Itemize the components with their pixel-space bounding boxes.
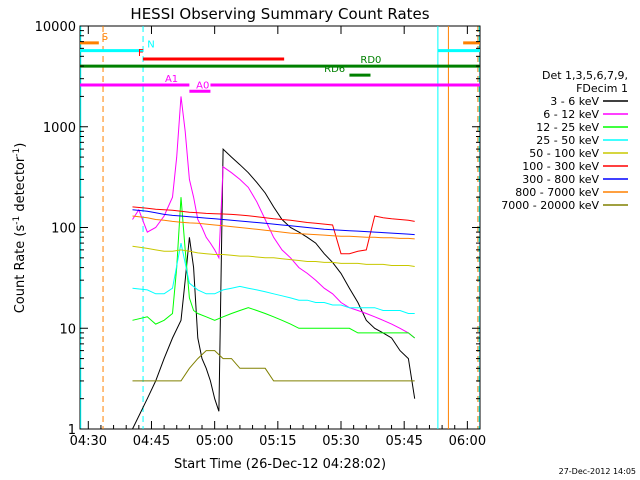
flag-label-5: RD0 [360, 55, 381, 66]
y-tick-label-1: 10 [59, 322, 76, 337]
y-tick-label-0: 1 [68, 423, 76, 438]
chart-title: HESSI Observing Summary Count Rates [130, 5, 429, 23]
series-line-5 [132, 206, 415, 255]
legend-label-5: 100 - 300 keV [522, 160, 599, 173]
data-series [132, 96, 416, 430]
flag-label-8: A1 [165, 74, 178, 85]
x-tick-label-6: 06:00 [449, 434, 486, 449]
y-axis-ticks: 1 10 100 1000 10000 [35, 20, 480, 438]
series-line-7 [132, 215, 415, 240]
plot-frame [79, 25, 481, 430]
flag-label-2: N [147, 40, 154, 51]
y-tick-label-3: 1000 [43, 121, 76, 136]
x-tick-label-2: 05:00 [196, 434, 233, 449]
x-tick-label-4: 05:30 [322, 434, 359, 449]
y-label-sup: -1 [12, 216, 22, 225]
x-tick-label-5: 05:45 [385, 434, 422, 449]
series-line-6 [132, 209, 415, 236]
x-axis-ticks: 04:30 04:45 05:00 05:15 05:30 05:45 06:00 [70, 26, 486, 449]
series-line-1 [132, 96, 416, 339]
legend-label-3: 25 - 50 keV [536, 134, 599, 147]
x-tick-label-0: 04:30 [70, 434, 107, 449]
series-line-3 [132, 242, 415, 314]
y-tick-label-4: 10000 [35, 20, 76, 35]
legend-label-8: 7000 - 20000 keV [501, 199, 599, 212]
x-tick-label-3: 05:15 [259, 434, 296, 449]
legend-label-2: 12 - 25 keV [536, 121, 599, 134]
flag-label-0: S [102, 32, 108, 43]
x-axis-label: Start Time (26-Dec-12 04:28:02) [174, 457, 386, 472]
legend-label-7: 800 - 7000 keV [515, 186, 599, 199]
observing-flags: S NF RD0 RD6 A0 A1 [80, 32, 480, 93]
y-label-end: ) [13, 143, 28, 148]
footer-timestamp: 27-Dec-2012 14:05 [559, 467, 636, 476]
y-axis-label: Count Rate (s-1 detector-1) [12, 143, 28, 314]
series-line-2 [132, 197, 416, 339]
legend-label-1: 6 - 12 keV [543, 108, 599, 121]
flag-label-4: F [138, 48, 144, 59]
x-tick-label-1: 04:45 [133, 434, 170, 449]
series-line-4 [132, 245, 415, 267]
legend-label-4: 50 - 100 keV [529, 147, 599, 160]
series-line-8 [132, 350, 415, 382]
legend-header-2: FDecim 1 [576, 82, 628, 95]
legend-header-1: Det 1,3,5,6,7,9, [542, 69, 628, 82]
y-label-sup2: -1 [12, 148, 22, 157]
y-label-mid: detector [13, 156, 28, 216]
vertical-markers [80, 26, 480, 429]
y-tick-label-2: 100 [51, 222, 76, 237]
legend-label-0: 3 - 6 keV [550, 95, 599, 108]
flag-label-7: A0 [196, 80, 209, 91]
y-label-main: Count Rate (s [13, 225, 28, 314]
flag-label-6: RD6 [324, 64, 345, 75]
legend-label-6: 300 - 800 keV [522, 173, 599, 186]
